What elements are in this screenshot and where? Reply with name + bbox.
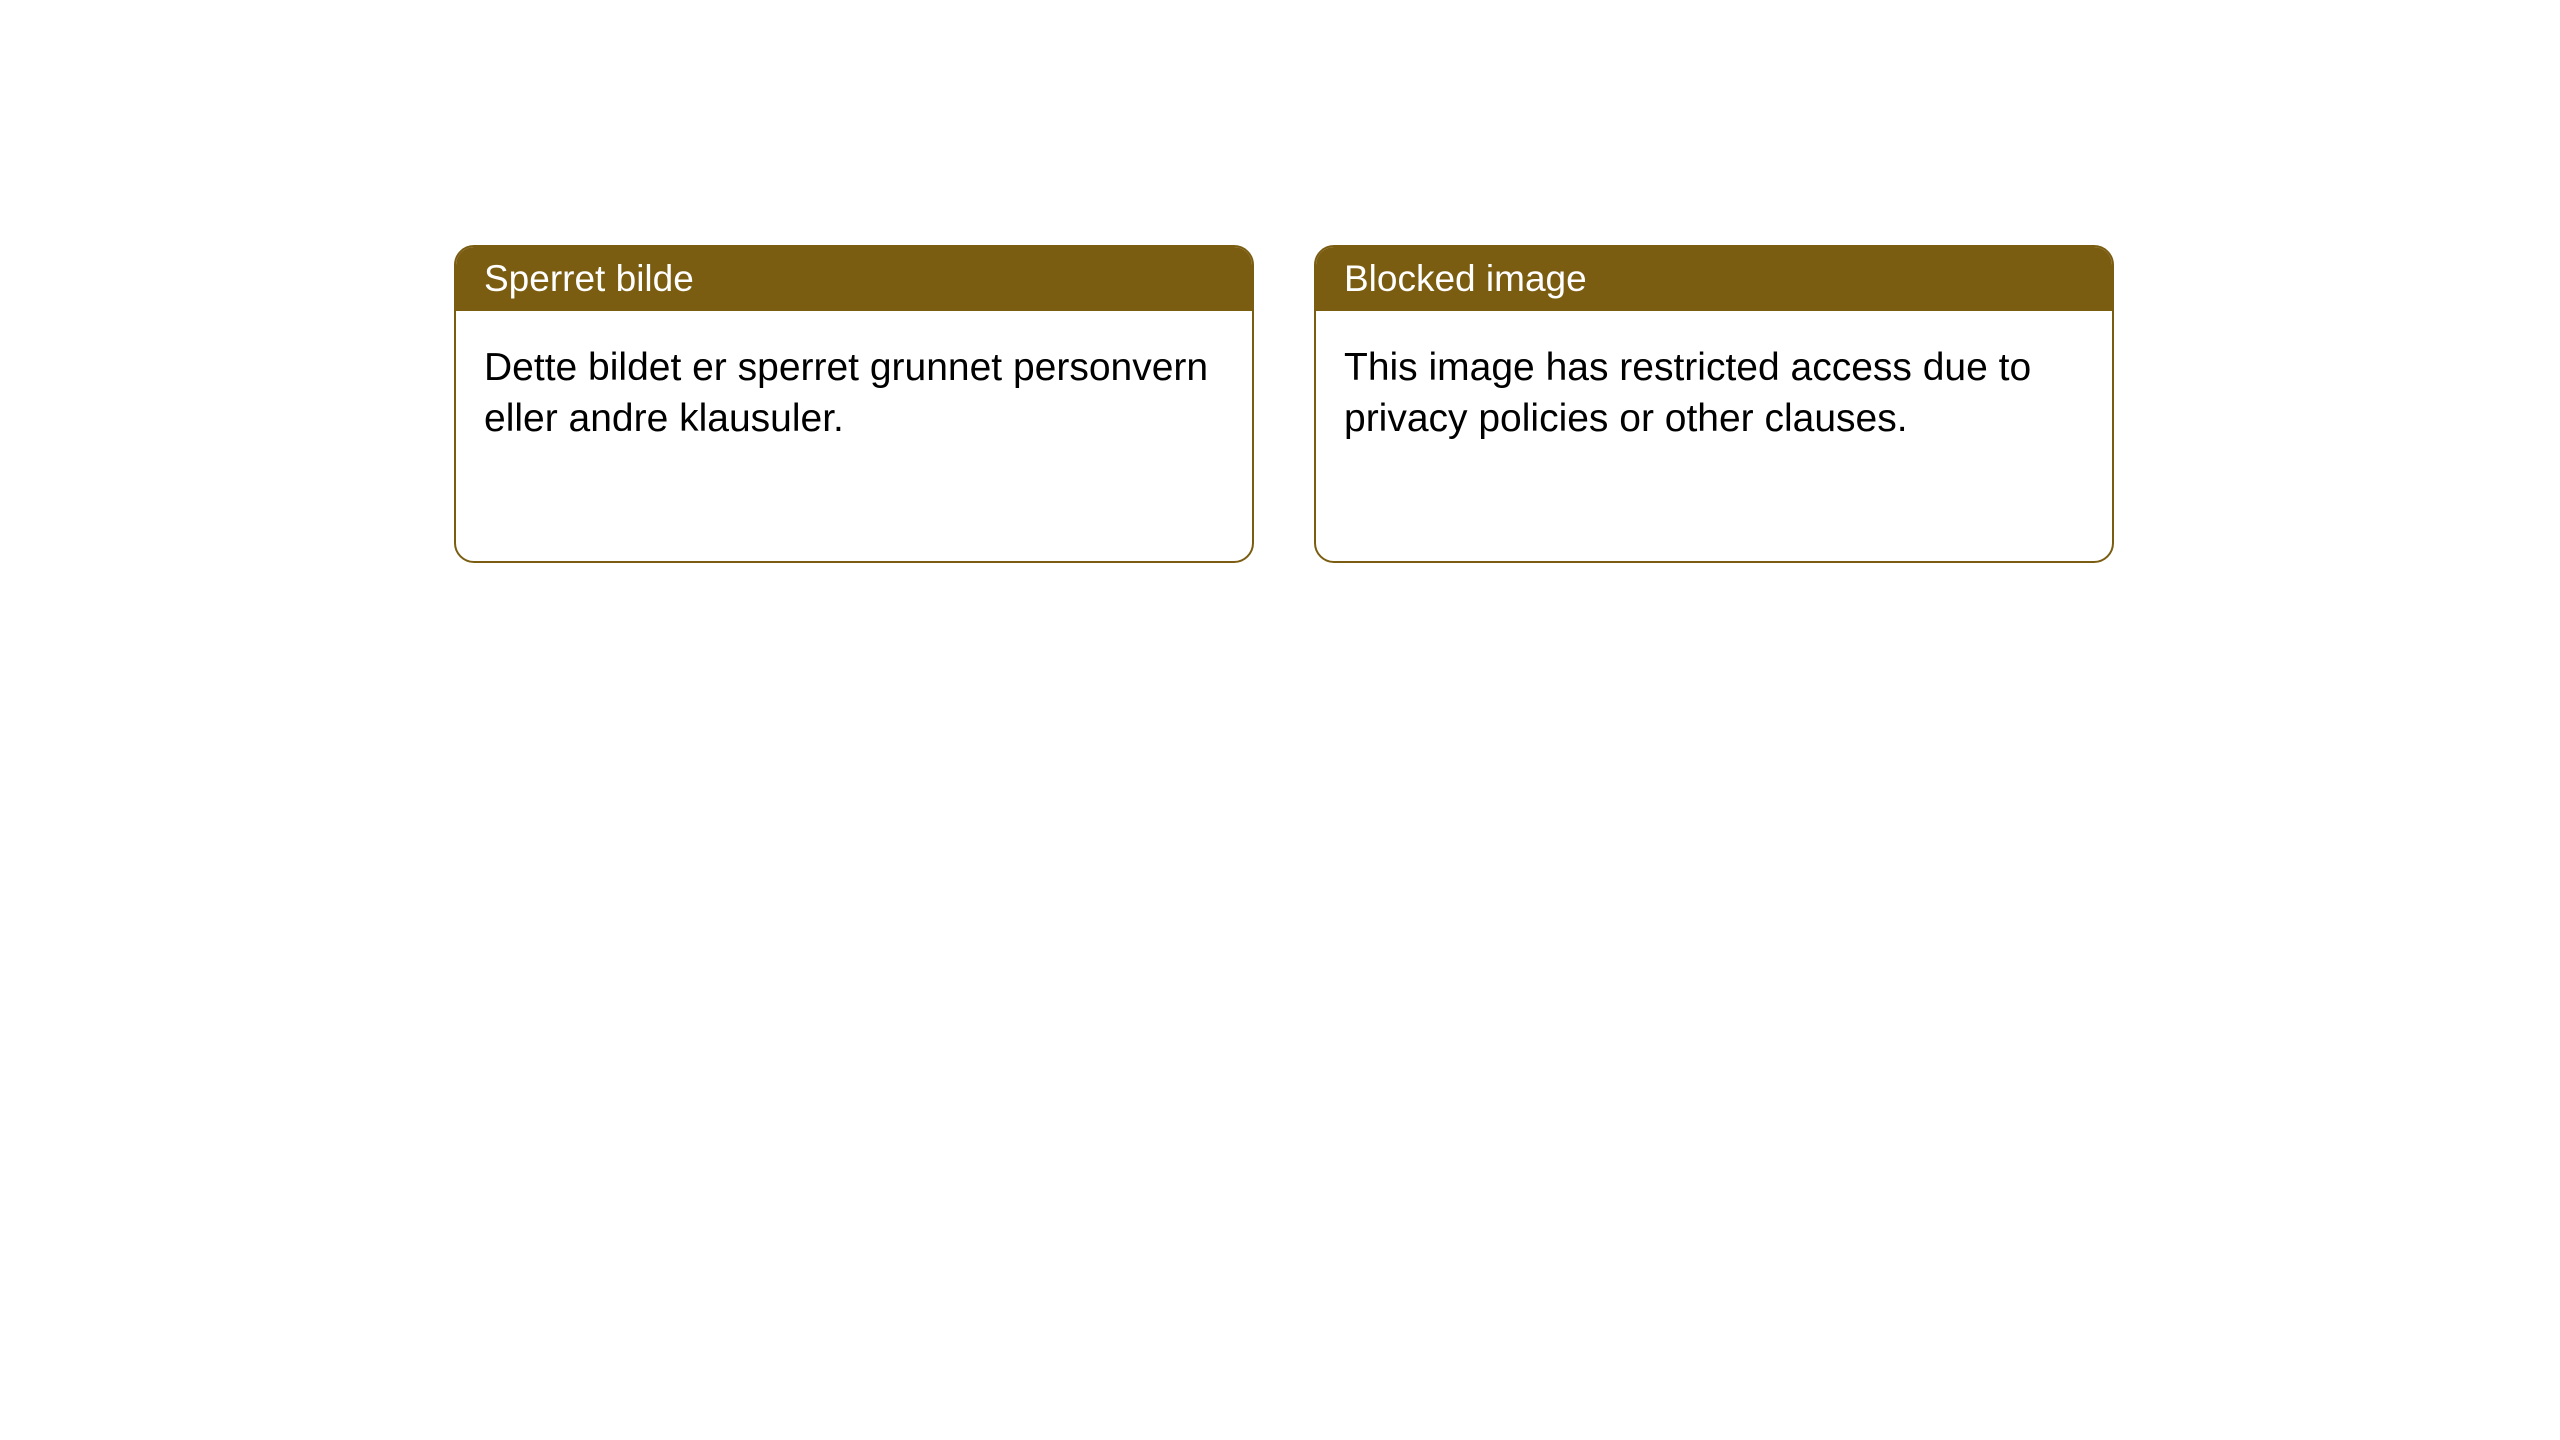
notice-body: Dette bildet er sperret grunnet personve… [456,311,1252,561]
notice-container: Sperret bilde Dette bildet er sperret gr… [0,0,2560,563]
notice-card-english: Blocked image This image has restricted … [1314,245,2114,563]
notice-body: This image has restricted access due to … [1316,311,2112,561]
notice-card-norwegian: Sperret bilde Dette bildet er sperret gr… [454,245,1254,563]
notice-header: Blocked image [1316,247,2112,311]
notice-header: Sperret bilde [456,247,1252,311]
